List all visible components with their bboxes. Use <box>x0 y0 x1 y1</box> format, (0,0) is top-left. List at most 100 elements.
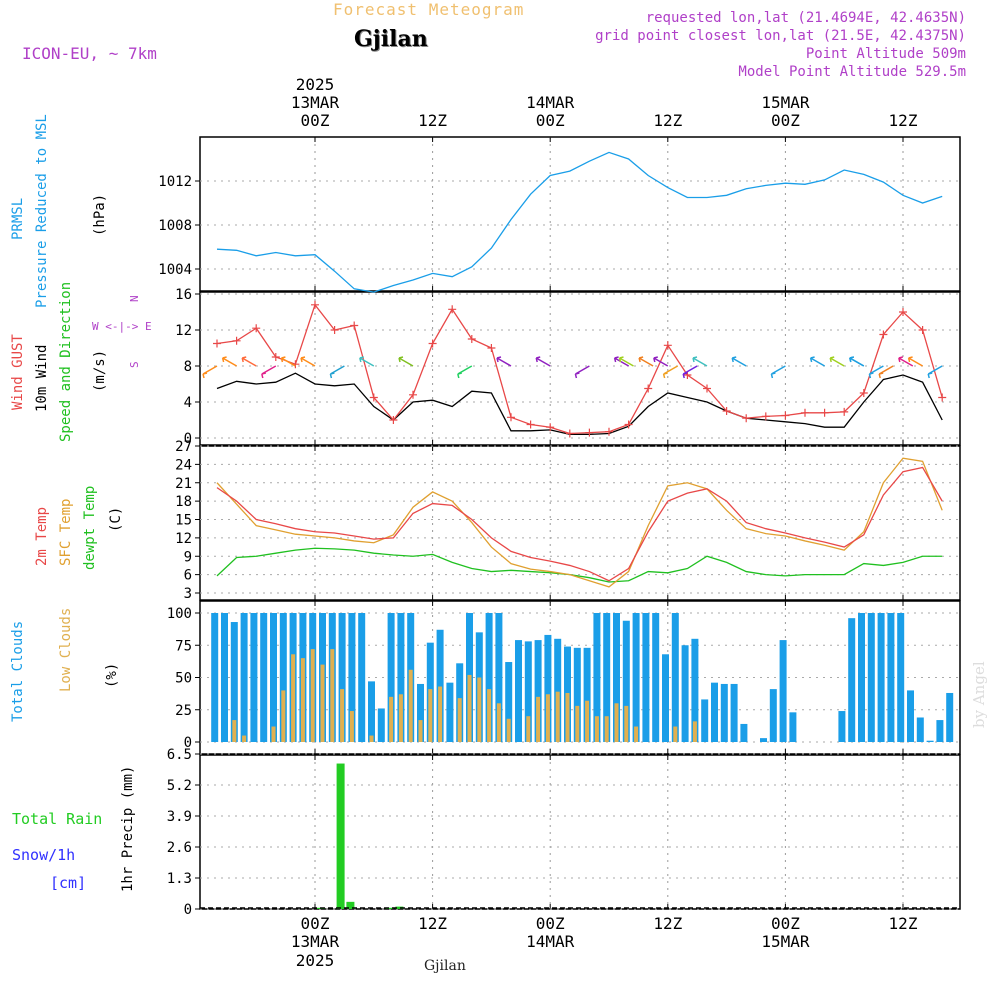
wind-arrow <box>359 356 375 367</box>
wind-arrow <box>927 365 943 379</box>
y-tick-label: 8 <box>184 359 192 375</box>
low-cloud-bar <box>496 703 501 742</box>
wind-gust-point <box>585 428 594 437</box>
time-label-bottom: 00Z <box>771 914 800 933</box>
sfc-temp-line <box>216 457 943 588</box>
low-cloud-bar <box>369 735 374 742</box>
wind-gust-point <box>546 423 555 432</box>
total-cloud-bar <box>270 613 277 742</box>
total-cloud-bar <box>613 613 620 742</box>
total-cloud-bar <box>446 682 454 742</box>
time-label-bottom: 2025 <box>296 951 335 970</box>
total-cloud-bar <box>348 613 356 742</box>
total-cloud-bar <box>897 613 905 742</box>
y-tick-label: 50 <box>175 671 192 687</box>
total-cloud-bar <box>338 613 346 742</box>
low-cloud-bar <box>467 674 472 742</box>
wind-gust-point <box>330 326 339 334</box>
wind-arrow <box>809 356 825 367</box>
total-cloud-bar <box>397 613 405 742</box>
time-label-top: 00Z <box>301 111 330 130</box>
total-cloud-bar <box>642 613 650 742</box>
total-cloud-bar <box>946 692 954 742</box>
y-tick-label: 0 <box>184 431 192 447</box>
wind-arrow <box>662 365 678 379</box>
low-cloud-bar <box>349 711 354 742</box>
total-cloud-bar <box>260 613 268 742</box>
total-cloud-bar <box>681 645 689 742</box>
low-cloud-bar <box>692 721 697 742</box>
wind-arrow <box>574 365 590 379</box>
total-cloud-bar <box>622 620 630 742</box>
y-tick-label: 1004 <box>158 262 192 278</box>
wind-gust-point <box>526 420 535 429</box>
y-tick-label: 21 <box>175 476 192 492</box>
low-cloud-bar <box>673 726 678 742</box>
low-cloud-bar <box>594 716 599 742</box>
wind-arrow <box>878 365 894 379</box>
low-cloud-bar <box>604 716 609 742</box>
low-cloud-bar <box>398 694 403 742</box>
y-tick-label: 2.6 <box>167 840 192 856</box>
total-cloud-bar <box>505 662 513 742</box>
time-label-bottom: 12Z <box>653 914 682 933</box>
snow-label: Snow/1h <box>12 846 76 864</box>
t2m-line <box>216 466 943 582</box>
wind-gust-point <box>311 300 319 309</box>
time-label-bottom: 15MAR <box>761 932 810 951</box>
total-cloud-bar <box>573 647 581 742</box>
low-cloud-bar <box>536 696 541 742</box>
wind-gust-point <box>840 407 849 416</box>
y-tick-label: 1.3 <box>167 871 192 887</box>
wind-gust-point <box>703 384 711 393</box>
y-tick-label: 25 <box>175 703 192 719</box>
low-cloud-bar <box>438 686 443 742</box>
wind-gust-point <box>487 344 496 352</box>
wind-arrow <box>682 365 698 379</box>
wind-gust-point <box>409 390 417 399</box>
wind-arrow <box>868 365 884 379</box>
wind-arrow <box>692 356 708 367</box>
total-cloud-bar <box>534 640 542 742</box>
y-tick-label: 5.2 <box>167 778 192 794</box>
wind-arrow <box>329 365 345 379</box>
total-cloud-bar <box>554 638 562 742</box>
time-label-top: 00Z <box>771 111 800 130</box>
low-cloud-bar <box>614 703 619 742</box>
low-cloud-bar <box>330 649 335 742</box>
total-cloud-bar <box>603 613 611 742</box>
low-cloud-bar <box>281 690 286 742</box>
total-cloud-bar <box>926 740 934 742</box>
low-cloud-bar <box>575 705 580 742</box>
grid-coords: grid point closest lon,lat (21.5E, 42.43… <box>595 28 966 44</box>
wind-gust-point <box>899 308 907 316</box>
wind-arrow <box>907 356 923 367</box>
low-cloud-bar <box>271 726 276 742</box>
total-cloud-bar <box>720 683 728 742</box>
total-cloud-bar <box>838 711 846 742</box>
wind-gust-point <box>213 339 221 348</box>
wind-gust-point <box>428 339 437 348</box>
total-cloud-bar <box>662 654 669 742</box>
footer-location: Gjilan <box>424 958 466 974</box>
wind-gust-point <box>448 305 457 314</box>
low-cloud-bar <box>565 692 570 742</box>
wind-gust-point <box>742 414 751 423</box>
total-cloud-bar <box>485 613 493 742</box>
total-cloud-bar <box>877 613 885 742</box>
y-tick-label: 3.9 <box>167 809 192 825</box>
low-cloud-bar <box>242 735 247 742</box>
model-label: ICON-EU, ~ 7km <box>22 44 157 63</box>
time-label-top: 12Z <box>653 111 682 130</box>
wind-gust-point <box>565 429 574 438</box>
panel-frame-2 <box>199 445 961 601</box>
low-cloud-bar <box>340 689 345 742</box>
wind-speed-line <box>216 372 943 436</box>
total-cloud-bar <box>221 613 228 742</box>
wind-gust-point <box>369 393 378 402</box>
total-cloud-bar <box>936 720 944 742</box>
wind-gust-point <box>467 335 476 343</box>
low-cloud-bar <box>634 726 639 742</box>
total-cloud-bar <box>515 640 522 742</box>
total-cloud-bar <box>907 690 914 742</box>
